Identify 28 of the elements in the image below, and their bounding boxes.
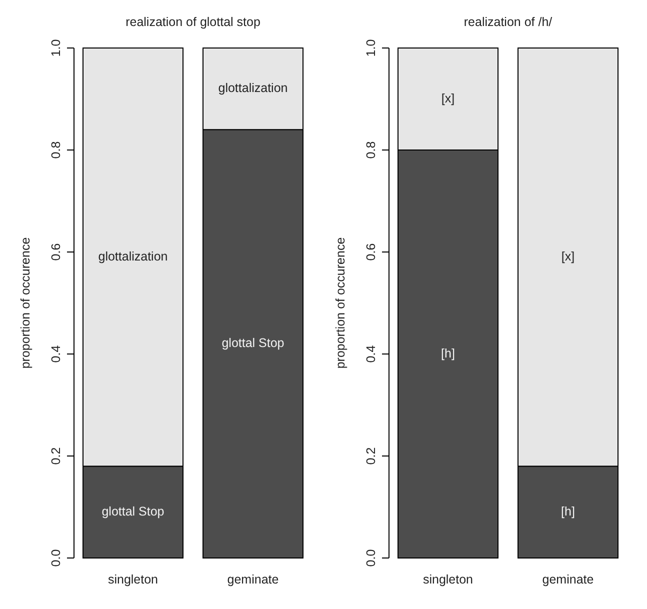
text: [h] — [441, 346, 455, 360]
y-tick-label: 0.0 — [364, 549, 378, 567]
y-tick-label: 1.0 — [364, 39, 378, 57]
y-tick-label: 0.2 — [49, 447, 63, 465]
y-tick-label: 0.0 — [49, 549, 63, 567]
y-tick-label: 1.0 — [49, 39, 63, 57]
y-axis-title: proportion of occurence — [18, 237, 32, 369]
y-tick-label: 0.6 — [49, 243, 63, 261]
y-axis-title: proportion of occurence — [333, 237, 348, 369]
x-tick-label: singleton — [422, 572, 474, 586]
y-tick-label: 0.4 — [49, 345, 63, 363]
chart-title: realization of /h/ — [464, 15, 553, 29]
y-tick-label: 0.6 — [364, 243, 378, 261]
y-tick-label: 0.2 — [364, 447, 378, 465]
series-label: glottal Stop — [102, 504, 164, 518]
series-label: glottalization — [98, 249, 168, 264]
text: glottalization — [218, 81, 288, 96]
text: glottal Stop — [222, 336, 284, 350]
series-label: [x] — [441, 91, 455, 106]
y-tick-label: 0.8 — [364, 141, 378, 159]
series-label: [h] — [561, 504, 575, 518]
y-tick-label: 0.8 — [49, 141, 63, 159]
y-tick-label: 0.4 — [364, 345, 378, 363]
x-tick-label: geminate — [542, 572, 594, 586]
chart-title: realization of glottal stop — [126, 15, 260, 29]
x-tick-label: singleton — [108, 572, 158, 586]
x-tick-label: geminate — [227, 572, 279, 586]
text: [x] — [561, 249, 575, 264]
